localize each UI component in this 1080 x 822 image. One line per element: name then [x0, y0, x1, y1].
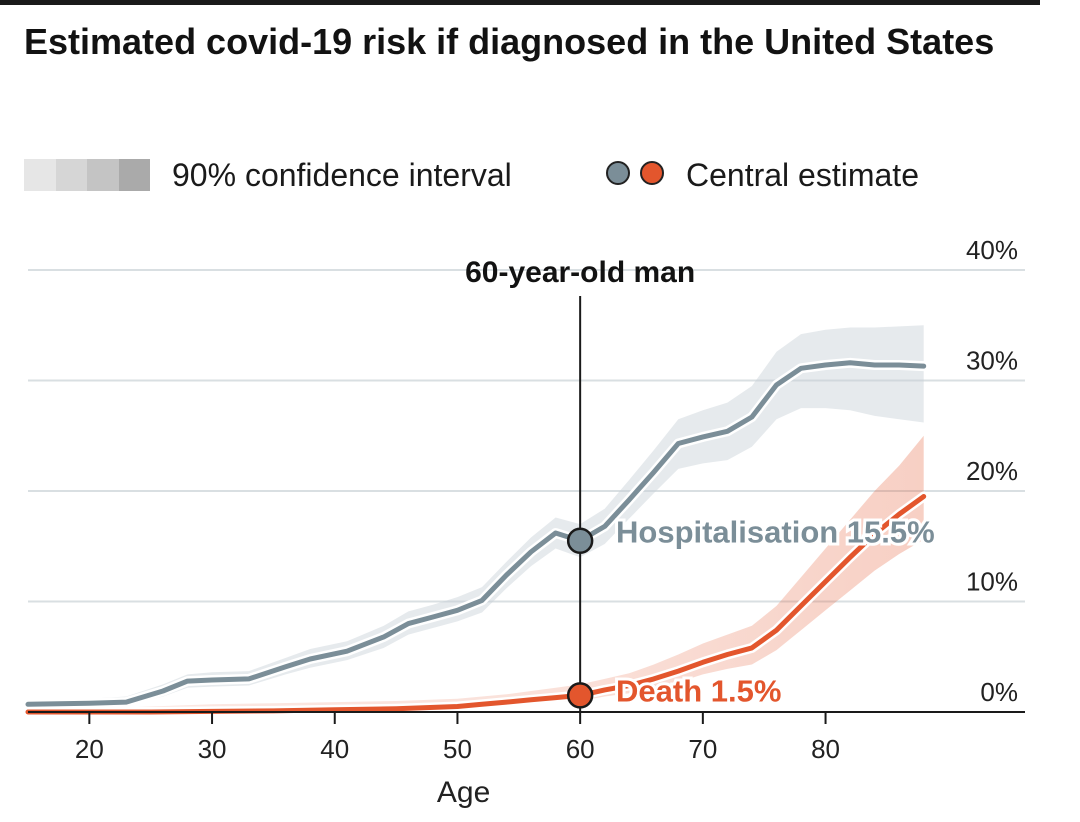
ci-swatch-1	[24, 159, 56, 191]
ci-swatch	[24, 159, 150, 191]
legend-death-dot	[640, 161, 664, 185]
top-rule	[0, 0, 1040, 5]
y-ticks: 0% 10% 20% 30% 40%	[966, 235, 1018, 707]
age-marker-label: 60-year-old man	[465, 256, 695, 289]
legend-ci-label: 90% confidence interval	[172, 157, 512, 193]
x-ticks: 20 30 40 50 60 70 80	[75, 712, 840, 764]
y-tick-label-40: 40%	[966, 235, 1018, 265]
legend: 90% confidence interval Central estimate	[24, 155, 1044, 195]
legend-central-label: Central estimate	[686, 157, 919, 193]
highlight-points	[566, 527, 594, 709]
point-death	[566, 682, 594, 709]
series-line-hospitalisation	[25, 360, 927, 707]
x-tick-label-70: 70	[688, 734, 717, 764]
ci-band-hospitalisation	[28, 325, 924, 708]
ci-swatch-3	[87, 159, 119, 191]
x-tick-label-30: 30	[198, 734, 227, 764]
x-tick-label-60: 60	[566, 734, 595, 764]
y-tick-label-30: 30%	[966, 346, 1018, 376]
ci-swatch-4	[118, 159, 150, 191]
x-tick-label-80: 80	[811, 734, 840, 764]
series-lines	[23, 357, 929, 717]
point-hospitalisation	[566, 527, 594, 554]
x-axis-label: Age	[437, 776, 490, 809]
ci-bands	[28, 325, 924, 712]
ci-band-death	[28, 435, 924, 712]
death-label: Death 1.5%	[616, 673, 781, 708]
series-line-death	[25, 494, 927, 715]
x-tick-label-50: 50	[443, 734, 472, 764]
chart-title: Estimated covid-19 risk if diagnosed in …	[24, 21, 995, 62]
y-tick-label-20: 20%	[966, 456, 1018, 486]
ci-swatch-2	[55, 159, 87, 191]
x-tick-label-20: 20	[75, 734, 104, 764]
grid	[28, 269, 1025, 603]
x-tick-label-40: 40	[320, 734, 349, 764]
y-tick-label-10: 10%	[966, 567, 1018, 597]
hospitalisation-label: Hospitalisation 15.5%	[616, 515, 935, 550]
y-tick-label-0: 0%	[980, 677, 1018, 707]
legend-hospitalisation-dot	[606, 161, 630, 185]
